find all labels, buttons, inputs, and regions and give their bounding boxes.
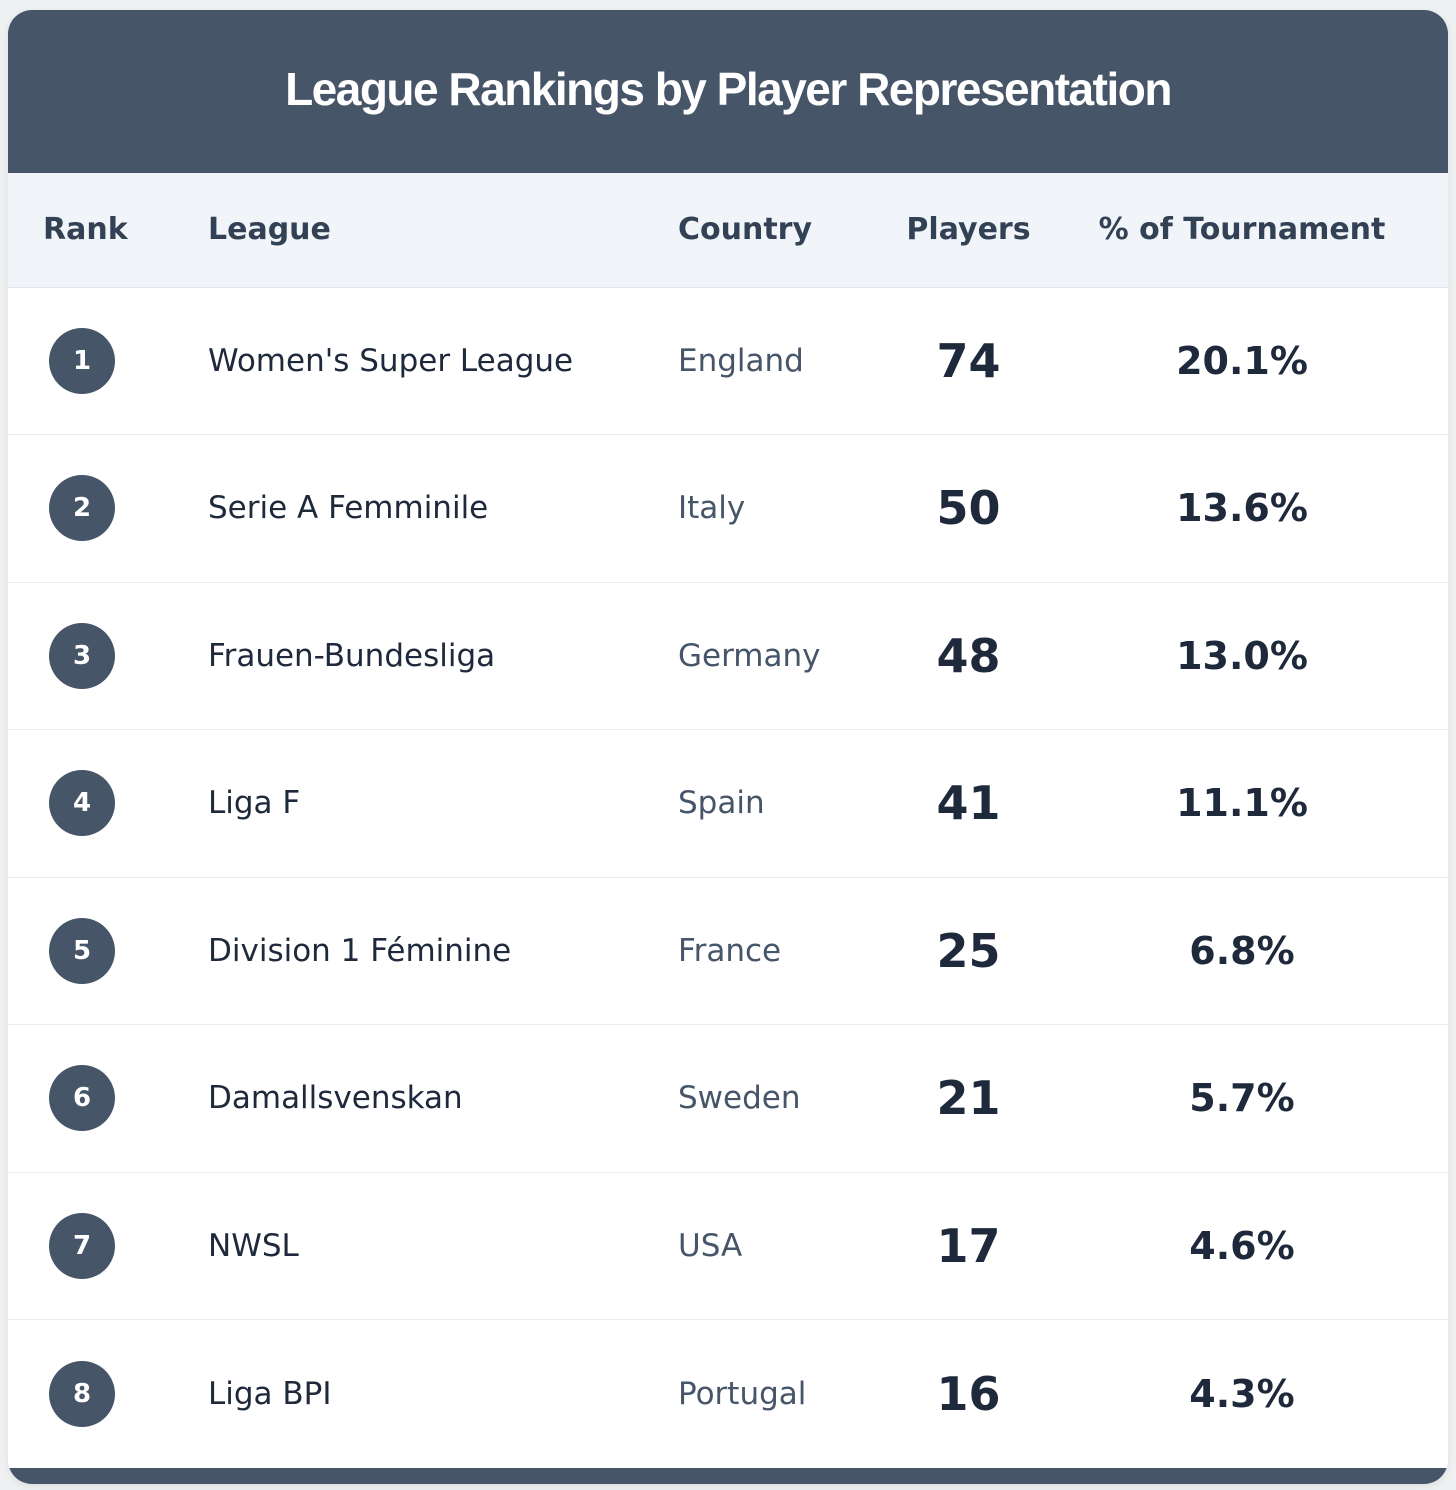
- country-name: England: [678, 342, 804, 379]
- column-header-league[interactable]: League: [198, 173, 668, 288]
- table-row[interactable]: 4 Liga F Spain 41 11.1%: [8, 730, 1448, 878]
- league-name: Serie A Femminile: [208, 490, 489, 527]
- rank-cell: 1: [8, 287, 198, 435]
- league-name: Liga BPI: [208, 1375, 332, 1412]
- rank-badge: 6: [49, 1065, 115, 1132]
- tournament-percentage: 4.3%: [1189, 1371, 1295, 1416]
- rank-cell: 3: [8, 582, 198, 730]
- player-count: 21: [936, 1071, 1001, 1126]
- column-header-rank[interactable]: Rank: [8, 173, 198, 288]
- table-row[interactable]: 6 Damallsvenskan Sweden 21 5.7%: [8, 1025, 1448, 1173]
- tournament-percentage: 11.1%: [1176, 781, 1308, 826]
- league-name: NWSL: [208, 1227, 299, 1264]
- bottom-accent-strip: [8, 1468, 1448, 1484]
- player-count: 16: [936, 1366, 1001, 1421]
- rank-cell: 7: [8, 1172, 198, 1320]
- rank-cell: 8: [8, 1320, 198, 1468]
- column-header-players[interactable]: Players: [876, 173, 1056, 288]
- rank-badge: 4: [49, 770, 115, 837]
- player-count: 41: [936, 776, 1001, 831]
- player-count: 17: [936, 1218, 1001, 1273]
- tournament-percentage: 13.6%: [1176, 486, 1308, 531]
- country-name: Italy: [678, 490, 746, 527]
- rank-cell: 4: [8, 730, 198, 878]
- rank-cell: 2: [8, 435, 198, 583]
- rank-badge: 5: [49, 917, 115, 984]
- table-row[interactable]: 8 Liga BPI Portugal 16 4.3%: [8, 1320, 1448, 1468]
- table-row[interactable]: 3 Frauen-Bundesliga Germany 48 13.0%: [8, 582, 1448, 730]
- country-name: Germany: [678, 637, 821, 674]
- league-name: Division 1 Féminine: [208, 932, 512, 969]
- tournament-percentage: 5.7%: [1189, 1076, 1295, 1121]
- column-header-country[interactable]: Country: [668, 173, 876, 288]
- table-row[interactable]: 7 NWSL USA 17 4.6%: [8, 1172, 1448, 1320]
- rank-badge: 2: [49, 475, 115, 542]
- player-count: 74: [936, 333, 1001, 388]
- country-name: France: [678, 932, 782, 969]
- rank-badge: 7: [49, 1212, 115, 1279]
- player-count: 50: [936, 481, 1001, 536]
- tournament-percentage: 20.1%: [1176, 338, 1308, 383]
- country-name: Portugal: [678, 1375, 807, 1412]
- country-name: Sweden: [678, 1080, 801, 1117]
- country-name: USA: [678, 1227, 743, 1264]
- rank-cell: 5: [8, 877, 198, 1025]
- league-name: Liga F: [208, 785, 301, 822]
- column-header-pct[interactable]: % of Tournament: [1056, 173, 1448, 288]
- rankings-table: Rank League Country Players % of Tournam…: [8, 173, 1448, 1467]
- tournament-percentage: 13.0%: [1176, 633, 1308, 678]
- league-name: Women's Super League: [208, 342, 574, 379]
- table-row[interactable]: 1 Women's Super League England 74 20.1%: [8, 287, 1448, 435]
- table-row[interactable]: 2 Serie A Femminile Italy 50 13.6%: [8, 435, 1448, 583]
- table-row[interactable]: 5 Division 1 Féminine France 25 6.8%: [8, 877, 1448, 1025]
- player-count: 48: [936, 628, 1001, 683]
- rank-badge: 3: [49, 622, 115, 689]
- rank-badge: 1: [49, 327, 115, 394]
- title-bar: League Rankings by Player Representation: [8, 10, 1448, 173]
- country-name: Spain: [678, 785, 765, 822]
- player-count: 25: [936, 923, 1001, 978]
- table-header-row: Rank League Country Players % of Tournam…: [8, 173, 1448, 288]
- rank-badge: 8: [49, 1360, 115, 1427]
- rankings-card: League Rankings by Player Representation…: [8, 10, 1448, 1484]
- page-title: League Rankings by Player Representation: [285, 62, 1172, 115]
- tournament-percentage: 6.8%: [1189, 928, 1295, 973]
- tournament-percentage: 4.6%: [1189, 1223, 1295, 1268]
- league-name: Frauen-Bundesliga: [208, 637, 496, 674]
- rank-cell: 6: [8, 1025, 198, 1173]
- league-name: Damallsvenskan: [208, 1080, 463, 1117]
